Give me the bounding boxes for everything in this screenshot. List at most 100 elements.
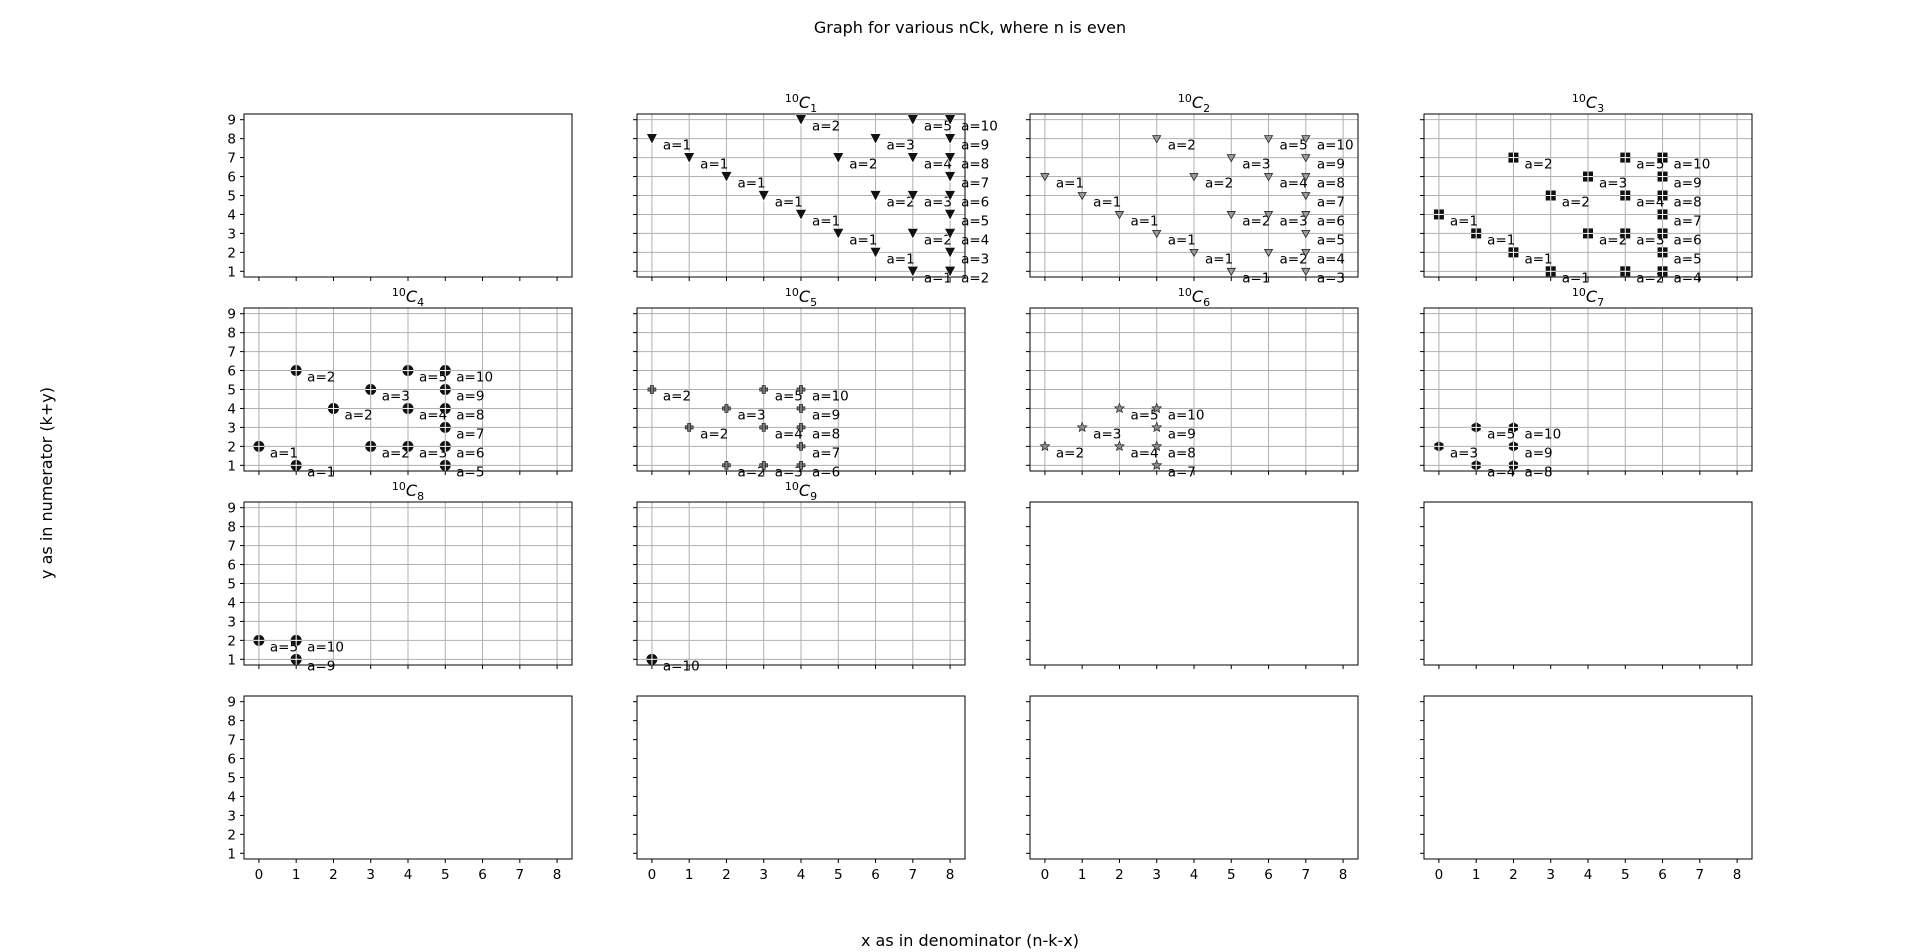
x-tick-label: 1 xyxy=(685,867,694,883)
data-point xyxy=(683,152,696,164)
point-label: a=10 xyxy=(1168,407,1205,423)
data-point xyxy=(1301,248,1311,258)
subplot-empty-13: 0 1 2 3 4 5 6 7 8 xyxy=(633,695,966,883)
data-point xyxy=(1226,154,1236,163)
point-label: a=2 xyxy=(1168,138,1196,154)
data-point xyxy=(1077,192,1087,201)
subplot-k9: 10C9 a=10 xyxy=(633,480,966,674)
x-tick-label: 8 xyxy=(946,867,955,883)
point-label: a=2 xyxy=(1636,270,1664,286)
data-point xyxy=(439,365,451,377)
point-label: a=3 xyxy=(924,195,952,211)
y-tick-label: 5 xyxy=(227,383,236,399)
data-point xyxy=(290,365,302,377)
point-label: a=7 xyxy=(1168,464,1196,480)
x-tick-label: 6 xyxy=(1264,867,1273,883)
data-point xyxy=(759,461,769,470)
subplot-title: 10C7 xyxy=(1572,286,1604,309)
data-point xyxy=(1657,190,1668,201)
point-label: a=5 xyxy=(1674,251,1702,267)
point-label: a=5 xyxy=(775,389,803,405)
point-label: a=3 xyxy=(419,445,447,461)
point-label: a=2 xyxy=(663,389,691,405)
data-point xyxy=(832,228,845,240)
point-label: a=3 xyxy=(1242,157,1270,173)
point-label: a=10 xyxy=(307,639,344,655)
y-tick-label: 6 xyxy=(227,558,236,574)
data-point xyxy=(944,171,957,183)
point-label: a=2 xyxy=(961,270,989,286)
point-label: a=3 xyxy=(1450,445,1478,461)
data-point xyxy=(1301,267,1311,277)
y-tick-label: 7 xyxy=(227,151,236,167)
subplot-empty-10 xyxy=(1026,501,1359,669)
data-point xyxy=(796,442,806,451)
data-point xyxy=(402,402,414,414)
point-label: a=6 xyxy=(456,445,484,461)
y-tick-label: 3 xyxy=(227,614,236,630)
data-point xyxy=(906,190,919,202)
data-point xyxy=(1152,230,1162,239)
y-tick-label: 1 xyxy=(227,846,236,862)
data-point xyxy=(439,459,451,471)
data-point xyxy=(439,384,451,395)
data-point xyxy=(402,440,414,452)
data-point xyxy=(1301,192,1311,201)
x-tick-label: 2 xyxy=(1509,867,1518,883)
data-point xyxy=(402,365,414,377)
y-tick-label: 5 xyxy=(227,577,236,593)
data-point xyxy=(944,190,957,202)
data-point xyxy=(1113,402,1125,414)
point-label: a=2 xyxy=(1562,195,1590,211)
point-label: a=2 xyxy=(382,445,410,461)
point-label: a=5 xyxy=(1636,157,1664,173)
point-label: a=5 xyxy=(961,213,989,229)
point-label: a=1 xyxy=(1242,270,1270,286)
point-label: a=4 xyxy=(1487,464,1515,480)
subplot-k4: 1 2 3 4 5 6 7 8 9 10C4 a=1 a=1 a=2 a=2 a=2 a=3 a=3 a=4 a=5… xyxy=(227,286,573,480)
subplot-empty-15: 0 1 2 3 4 5 6 7 8 xyxy=(1420,695,1753,883)
x-tick-label: 3 xyxy=(759,867,768,883)
point-label: a=2 xyxy=(1205,176,1233,192)
y-axis-label: y as in numerator (k+y) xyxy=(37,387,56,579)
data-point xyxy=(796,461,806,470)
data-point xyxy=(1152,135,1162,144)
point-label: a=10 xyxy=(663,658,700,674)
x-tick-label: 8 xyxy=(1339,867,1348,883)
x-tick-label: 0 xyxy=(255,867,264,883)
subplot-title: 10C9 xyxy=(785,480,817,503)
point-label: a=2 xyxy=(812,119,840,135)
y-tick-label: 7 xyxy=(227,345,236,361)
y-tick-label: 8 xyxy=(227,132,236,148)
point-label: a=9 xyxy=(1524,445,1552,461)
point-label: a=3 xyxy=(887,138,915,154)
x-tick-label: 0 xyxy=(1041,867,1050,883)
point-label: a=7 xyxy=(456,426,484,442)
data-point xyxy=(1226,267,1236,277)
y-tick-label: 9 xyxy=(227,501,236,517)
subplot-k6: 10C6 a=2 a=3 a=4 a=5 a=7 a=8 a=9 a=10 xyxy=(1026,286,1359,480)
data-point xyxy=(1657,228,1668,239)
y-tick-label: 4 xyxy=(227,789,236,805)
y-tick-label: 9 xyxy=(227,113,236,129)
y-tick-label: 1 xyxy=(227,652,236,668)
x-tick-label: 0 xyxy=(648,867,657,883)
data-point xyxy=(869,247,882,259)
subplot-empty-12: 1 2 3 4 5 6 7 8 9 0 1 2 3 4 5 6 7 8 xyxy=(227,695,573,883)
y-tick-label: 3 xyxy=(227,226,236,242)
x-tick-label: 8 xyxy=(1733,867,1742,883)
point-label: a=7 xyxy=(812,445,840,461)
x-tick-label: 5 xyxy=(441,867,450,883)
point-label: a=3 xyxy=(737,407,765,423)
data-point xyxy=(645,133,658,145)
point-label: a=5 xyxy=(1317,232,1345,248)
data-point xyxy=(1301,173,1311,182)
data-point xyxy=(253,440,265,452)
point-label: a=8 xyxy=(1524,464,1552,480)
data-point xyxy=(722,404,731,413)
data-point xyxy=(1620,266,1631,277)
data-point xyxy=(1583,171,1593,182)
data-point xyxy=(1263,173,1274,182)
data-point xyxy=(1433,441,1444,452)
